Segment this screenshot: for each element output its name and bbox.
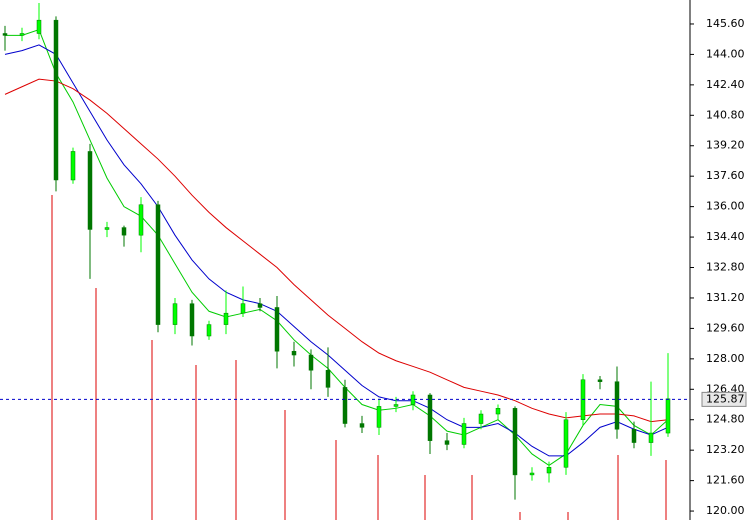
candle-body (138, 204, 144, 236)
candle-body (257, 303, 263, 308)
y-tick-label: 124.80 (706, 413, 745, 426)
candle-body (70, 151, 76, 181)
candle-body (223, 312, 229, 325)
candle-body (512, 408, 518, 476)
candle-body (274, 307, 280, 352)
moving-average (4, 44, 669, 457)
y-tick-label: 142.40 (706, 78, 745, 91)
candle-body (359, 423, 365, 428)
candle-body (495, 408, 501, 415)
y-tick-label: 134.40 (706, 230, 745, 243)
candle-body (2, 33, 8, 36)
candle-body (546, 467, 552, 474)
candle-body (393, 404, 399, 407)
y-tick-label: 145.60 (706, 17, 745, 30)
candle-body (631, 428, 637, 443)
candle-body (461, 423, 467, 445)
y-tick-label: 131.20 (706, 291, 745, 304)
candle-body (376, 406, 382, 428)
y-tick-label: 120.00 (706, 504, 745, 517)
candle-body (325, 370, 331, 388)
current-price-box (701, 391, 747, 407)
y-tick-label: 139.20 (706, 139, 745, 152)
candle-body (53, 19, 59, 181)
candle-body (121, 227, 127, 236)
session-separators (51, 195, 667, 520)
y-tick-label: 129.60 (706, 321, 745, 334)
y-tick-label: 136.00 (706, 200, 745, 213)
y-tick-label: 128.00 (706, 352, 745, 365)
candle-body (444, 440, 450, 445)
y-tick-label: 137.60 (706, 169, 745, 182)
y-tick-label: 132.80 (706, 261, 745, 274)
candle-body (478, 413, 484, 424)
candle-body (427, 394, 433, 441)
candle-body (648, 432, 654, 443)
y-tick-label: 123.20 (706, 443, 745, 456)
moving-average (4, 78, 669, 423)
candle-body (614, 381, 620, 430)
candle-body (597, 379, 603, 382)
candle-body (665, 398, 671, 434)
candle-body (563, 419, 569, 468)
candle-body (189, 303, 195, 337)
candle-body (172, 303, 178, 325)
y-tick-label: 121.60 (706, 474, 745, 487)
y-tick-label: 144.00 (706, 47, 745, 60)
candle-body (308, 354, 314, 371)
candle-body (104, 227, 110, 230)
candle-body (240, 303, 246, 314)
candle-body (529, 472, 535, 476)
candle-body (87, 151, 93, 230)
candle-body (342, 387, 348, 424)
current-price-label: 125.87 (706, 392, 745, 405)
candle-body (19, 33, 25, 36)
moving-average (5, 29, 669, 466)
candle-body (291, 350, 297, 356)
y-tick-label: 140.80 (706, 108, 745, 121)
candle-body (206, 324, 212, 337)
candle-body (36, 19, 42, 34)
candle-body (155, 204, 161, 325)
